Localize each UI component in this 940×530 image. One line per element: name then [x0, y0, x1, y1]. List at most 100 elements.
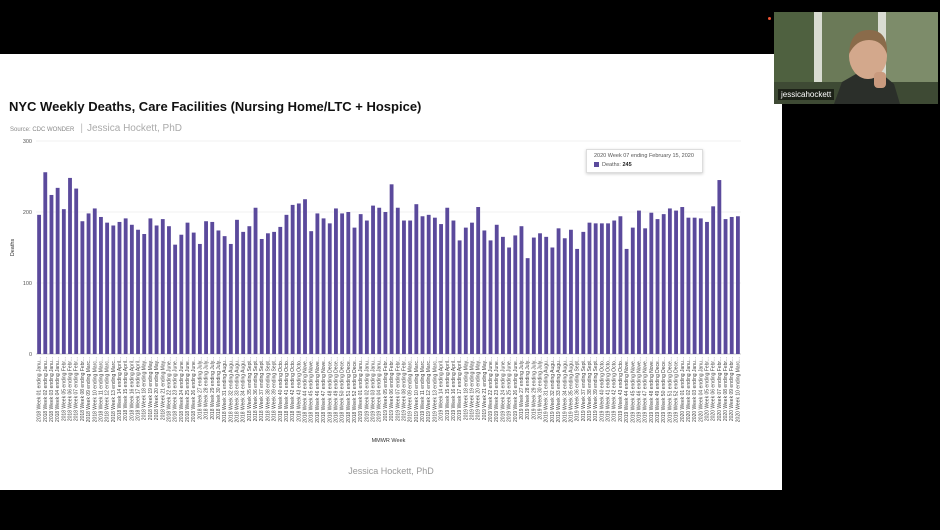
- bar: [569, 229, 573, 354]
- bar: [86, 213, 91, 354]
- x-tick-label: 2018 Week 03 ending Janu...: [49, 357, 55, 422]
- bar: [259, 238, 264, 354]
- x-tick-label: 2019 Week 31 ending Augu...: [544, 357, 550, 423]
- x-tick-label: 2020 Week 08 ending Febr...: [723, 357, 729, 421]
- recording-indicator: [768, 17, 771, 20]
- x-tick-label: 2018 Week 05 ending Febr...: [61, 357, 67, 421]
- x-tick-label: 2019 Week 30 ending July...: [538, 357, 544, 420]
- x-tick-label: 2020 Week 09 ending Febr...: [729, 357, 735, 421]
- bar: [334, 208, 338, 354]
- x-tick-label: 2018 Week 25 ending June...: [185, 357, 191, 422]
- x-tick-label: 2019 Week 11 ending Marc...: [420, 357, 426, 422]
- bar: [550, 247, 555, 354]
- bar: [544, 236, 549, 354]
- x-tick-label: 2019 Week 22 ending June...: [488, 357, 494, 422]
- bar: [129, 224, 134, 354]
- bar: [241, 231, 246, 354]
- x-tick-label: 2018 Week 02 ending Janu...: [43, 357, 49, 422]
- bar: [197, 243, 202, 354]
- x-tick-label: 2018 Week 48 ending Dece...: [327, 357, 333, 423]
- bar: [210, 221, 215, 354]
- bar: [463, 227, 468, 354]
- bar: [612, 220, 617, 354]
- x-tick-label: 2020 Week 02 ending Janu...: [686, 357, 692, 422]
- x-tick-label: 2020 Week 07 ending Febr...: [717, 357, 723, 421]
- slide: NYC Weekly Deaths, Care Facilities (Nurs…: [0, 54, 782, 490]
- x-tick-label: 2018 Week 04 ending Janu...: [55, 357, 61, 422]
- x-tick-label: 2018 Week 52 ending Dece...: [352, 357, 358, 423]
- x-tick-label: 2019 Week 33 ending Augu...: [556, 357, 562, 423]
- x-tick-label: 2018 Week 33 ending Augu...: [234, 357, 240, 423]
- bar: [55, 187, 60, 354]
- bar: [432, 217, 437, 354]
- x-tick-label: 2019 Week 03 ending Janu...: [371, 357, 377, 422]
- video-tile[interactable]: jessicahockett: [774, 12, 938, 104]
- x-tick-label: 2019 Week 27 ending July...: [519, 357, 525, 420]
- bar: [457, 240, 462, 354]
- bar: [507, 247, 512, 354]
- x-tick-label: 2018 Week 26 ending June...: [191, 357, 197, 422]
- x-tick-label: 2019 Week 40 ending Octo...: [599, 357, 605, 422]
- x-tick-label: 2018 Week 22 ending June...: [166, 357, 172, 422]
- chart-subtitle: Source: CDC WONDER | Jessica Hockett, PhD: [10, 118, 182, 136]
- x-tick-label: 2019 Week 46 ending Nove...: [636, 357, 642, 423]
- bar: [500, 236, 505, 354]
- x-tick-label: 2018 Week 37 ending Sept...: [259, 357, 265, 421]
- bar: [284, 214, 289, 354]
- bar: [395, 207, 400, 354]
- x-tick-label: 2018 Week 42 ending Octo...: [290, 357, 296, 422]
- bar: [476, 207, 481, 354]
- x-tick-label: 2020 Week 05 ending Febr...: [704, 357, 710, 421]
- x-tick-label: 2019 Week 39 ending Sept...: [593, 357, 599, 421]
- bar: [674, 210, 678, 354]
- x-tick-label: 2019 Week 48 ending Nove...: [649, 357, 655, 423]
- bar: [377, 207, 382, 354]
- bar: [420, 216, 425, 354]
- bar: [630, 227, 635, 354]
- x-tick-label: 2018 Week 43 ending Octo...: [296, 357, 302, 422]
- bar: [99, 216, 103, 354]
- bar: [402, 220, 406, 354]
- bar: [482, 230, 487, 354]
- bar: [519, 226, 524, 354]
- x-tick-label: 2018 Week 21 ending May...: [160, 357, 166, 420]
- participant-name: jessicahockett: [778, 89, 835, 100]
- x-tick-label: 2020 Week 03 ending Janu...: [692, 357, 698, 422]
- bar: [222, 236, 227, 354]
- bar: [618, 216, 623, 354]
- bar: [488, 240, 493, 354]
- bar: [340, 213, 345, 354]
- x-tick-label: 2019 Week 26 ending June...: [513, 357, 519, 422]
- bar: [327, 223, 332, 354]
- y-tick-label: 200: [23, 210, 32, 216]
- bar: [389, 184, 394, 354]
- bar: [105, 222, 110, 354]
- x-tick-label: 2019 Week 50 ending Dece...: [661, 357, 667, 423]
- bar: [167, 226, 171, 354]
- x-tick-label: 2019 Week 52 ending Dece...: [674, 357, 680, 423]
- bar: [265, 233, 270, 354]
- bar: [272, 231, 277, 354]
- bar: [61, 209, 66, 354]
- bar: [247, 226, 252, 354]
- x-tick-label: 2018 Week 13 ending Marc...: [111, 357, 117, 422]
- x-tick-label: 2018 Week 11 ending Marc...: [98, 357, 104, 422]
- x-tick-label: 2018 Week 29 ending July...: [210, 357, 216, 420]
- x-tick-label: 2018 Week 23 ending June...: [173, 357, 179, 422]
- x-tick-label: 2018 Week 50 ending Dece...: [340, 357, 346, 423]
- bar: [692, 217, 697, 354]
- x-tick-label: 2019 Week 32 ending Augu...: [550, 357, 556, 423]
- bar: [606, 223, 610, 354]
- bar: [49, 194, 54, 354]
- bar: [142, 234, 147, 354]
- x-tick-label: 2018 Week 08 ending Febr...: [80, 357, 86, 421]
- bar: [414, 204, 419, 354]
- x-tick-label: 2019 Week 38 ending Sept...: [587, 357, 593, 421]
- tooltip-title: 2020 Week 07 ending February 15, 2020: [594, 153, 694, 159]
- bar: [445, 207, 450, 354]
- x-tick-label: 2018 Week 24 ending June...: [179, 357, 185, 422]
- bar: [494, 224, 499, 354]
- x-tick-label: 2019 Week 19 ending May...: [469, 357, 475, 420]
- x-tick-label: 2019 Week 34 ending Augu...: [562, 357, 568, 423]
- source-label: Source: CDC WONDER: [10, 127, 75, 133]
